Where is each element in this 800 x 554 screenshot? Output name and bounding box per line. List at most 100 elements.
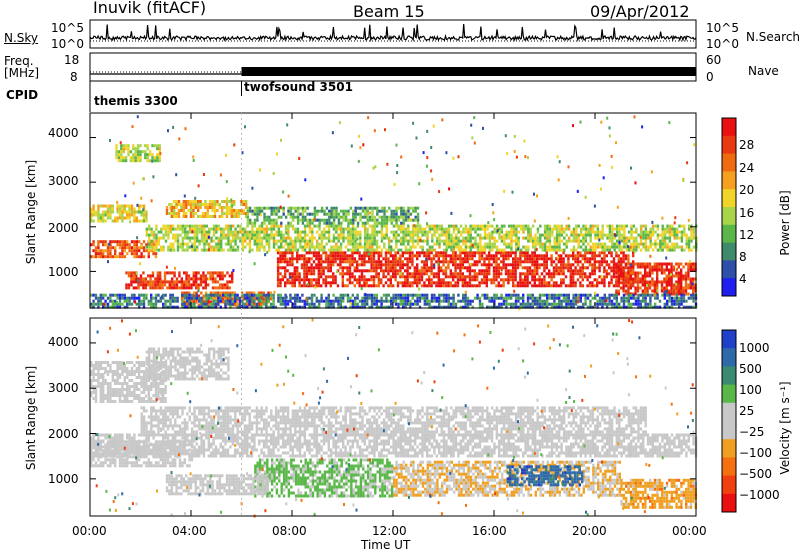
heatmap-cell bbox=[328, 215, 331, 219]
heatmap-cell bbox=[192, 215, 195, 218]
heatmap-cell bbox=[348, 278, 352, 282]
heatmap-cell bbox=[454, 257, 457, 261]
heatmap-cell bbox=[536, 239, 540, 243]
heatmap-cell bbox=[486, 296, 489, 300]
heatmap-cell bbox=[457, 236, 460, 240]
heatmap-cell bbox=[184, 227, 187, 231]
heatmap-cell bbox=[195, 296, 198, 300]
heatmap-cell bbox=[659, 239, 662, 243]
heatmap-cell bbox=[613, 248, 616, 252]
heatmap-cell bbox=[687, 274, 690, 278]
heatmap-cell bbox=[322, 266, 325, 270]
heatmap-cell bbox=[337, 224, 340, 228]
heatmap-cell bbox=[205, 305, 208, 309]
heatmap-cell bbox=[443, 242, 446, 246]
heatmap-cell bbox=[221, 297, 225, 301]
heatmap-cell bbox=[193, 242, 196, 246]
heatmap-cell bbox=[344, 236, 348, 240]
heatmap-cell bbox=[184, 248, 187, 252]
heatmap-cell bbox=[150, 249, 153, 253]
heatmap-cell bbox=[433, 296, 436, 300]
heatmap-cell bbox=[304, 215, 307, 219]
heatmap-cell bbox=[471, 254, 474, 258]
heatmap-cell bbox=[253, 305, 256, 309]
heatmap-cell bbox=[543, 284, 546, 288]
heatmap-cell bbox=[528, 281, 532, 285]
y-tick-bottom-4000: 4000 bbox=[48, 335, 79, 349]
heatmap-cell bbox=[106, 252, 110, 256]
heatmap-cell bbox=[528, 254, 532, 258]
heatmap-cell bbox=[372, 263, 376, 267]
heatmap-cell bbox=[182, 203, 185, 206]
heatmap-cell bbox=[622, 302, 626, 306]
heatmap-cell bbox=[620, 260, 623, 264]
heatmap-cell bbox=[128, 296, 131, 300]
heatmap-cell bbox=[432, 254, 436, 258]
heatmap-cell bbox=[562, 299, 566, 303]
heatmap-cell bbox=[346, 278, 349, 282]
heatmap-cell bbox=[195, 305, 198, 309]
heatmap-cell bbox=[135, 277, 138, 281]
heatmap-cell bbox=[224, 293, 227, 297]
heatmap-cell bbox=[531, 296, 534, 300]
heatmap-cell bbox=[330, 305, 333, 309]
heatmap-cell bbox=[644, 268, 647, 272]
heatmap-cell bbox=[387, 236, 391, 240]
heatmap-cell bbox=[115, 153, 118, 157]
heatmap-cell bbox=[416, 239, 420, 243]
heatmap-cell bbox=[399, 227, 403, 231]
heatmap-cell bbox=[188, 224, 192, 228]
heatmap-cell bbox=[220, 230, 223, 234]
heatmap-cell bbox=[375, 266, 378, 270]
heatmap-cell bbox=[371, 206, 374, 210]
heatmap-cell bbox=[349, 236, 352, 240]
heatmap-cell bbox=[598, 275, 601, 279]
heatmap-cell bbox=[515, 230, 518, 234]
heatmap-cell bbox=[416, 275, 419, 279]
heatmap-cell bbox=[371, 236, 374, 240]
heatmap-cell bbox=[430, 281, 433, 285]
heatmap-cell bbox=[351, 242, 355, 246]
heatmap-cell bbox=[203, 227, 206, 231]
heatmap-cell bbox=[409, 230, 412, 234]
heatmap-cell bbox=[423, 251, 426, 255]
heatmap-cell bbox=[572, 263, 575, 267]
heatmap-cell bbox=[130, 204, 134, 208]
heatmap-cell bbox=[454, 266, 457, 270]
heatmap-cell bbox=[539, 245, 542, 249]
heatmap-cell bbox=[623, 227, 626, 231]
heatmap-cell bbox=[347, 236, 350, 240]
heatmap-cell bbox=[426, 230, 429, 234]
heatmap-cell bbox=[673, 230, 676, 234]
heatmap-cell bbox=[560, 233, 564, 237]
heatmap-cell bbox=[136, 156, 140, 160]
heatmap-cell bbox=[210, 245, 213, 249]
heatmap-cell bbox=[435, 275, 438, 279]
heatmap-cell bbox=[636, 286, 640, 290]
heatmap-cell bbox=[268, 248, 271, 252]
heatmap-cell bbox=[287, 245, 290, 249]
heatmap-cell bbox=[462, 305, 465, 309]
heatmap-cell bbox=[538, 281, 541, 285]
heatmap-cell bbox=[659, 245, 662, 249]
heatmap-cell bbox=[569, 254, 572, 258]
heatmap-cell bbox=[504, 272, 508, 276]
heatmap-cell bbox=[306, 206, 309, 210]
heatmap-cell bbox=[151, 280, 155, 284]
heatmap-cell bbox=[138, 302, 141, 306]
heatmap-cell bbox=[486, 236, 489, 240]
heatmap-cell bbox=[636, 277, 640, 281]
heatmap-cell bbox=[577, 245, 580, 249]
heatmap-cell bbox=[498, 248, 501, 252]
heatmap-cell bbox=[608, 302, 611, 306]
heatmap-cell bbox=[175, 286, 179, 290]
heatmap-cell bbox=[459, 233, 463, 237]
heatmap-cell bbox=[582, 248, 585, 252]
heatmap-cell bbox=[136, 147, 140, 151]
heatmap-cell bbox=[318, 224, 321, 228]
heatmap-cell bbox=[632, 224, 636, 228]
heatmap-cell bbox=[384, 254, 388, 258]
heatmap-cell bbox=[303, 248, 307, 252]
heatmap-cell bbox=[430, 251, 433, 255]
heatmap-cell bbox=[485, 281, 488, 285]
